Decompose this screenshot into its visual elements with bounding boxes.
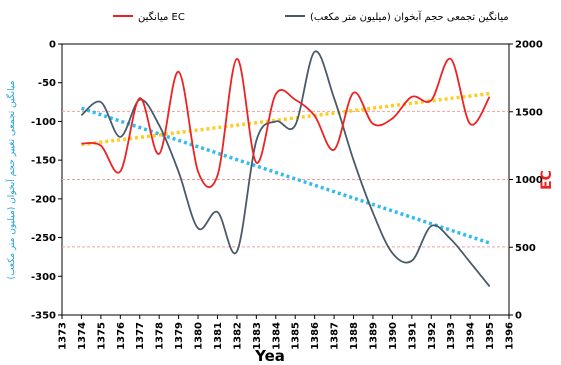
legend: میانگین EC میانگین تجمعی حجم آبخوان (میل… bbox=[113, 10, 509, 23]
x-tick-label: 1392 bbox=[427, 322, 438, 350]
x-tick-label: 1379 bbox=[174, 322, 185, 350]
x-tick-label: 1394 bbox=[466, 322, 477, 350]
x-tick-label: 1373 bbox=[58, 322, 69, 350]
y-left-tick-label: -250 bbox=[31, 233, 56, 244]
y-left-tick-label: -350 bbox=[31, 311, 56, 322]
y-right-tick-label: 1500 bbox=[515, 107, 543, 118]
x-tick-label: 1374 bbox=[77, 322, 88, 350]
legend-ec-label: میانگین EC bbox=[138, 11, 185, 23]
x-tick-label: 1378 bbox=[155, 322, 166, 350]
y-left-tick-label: -200 bbox=[31, 194, 56, 205]
y-axis-right: 2000 1500 1000 500 0 bbox=[509, 40, 543, 322]
x-tick-label: 1384 bbox=[271, 322, 282, 350]
trend-line bbox=[80, 106, 491, 245]
y-axis-right-title: EC bbox=[539, 170, 555, 190]
y-right-tick-label: 2000 bbox=[515, 40, 543, 51]
x-tick-label: 1395 bbox=[485, 322, 496, 350]
trend-lines bbox=[80, 91, 491, 245]
x-tick-label: 1393 bbox=[446, 322, 457, 350]
y-left-tick-label: -150 bbox=[31, 156, 56, 167]
y-right-tick-label: 1000 bbox=[515, 175, 543, 186]
series-line-ec bbox=[81, 57, 491, 188]
reference-lines bbox=[62, 110, 509, 248]
y-axis-left-title: میانگین تجمعی تغییر حجم آبخوان (میلیون م… bbox=[5, 80, 17, 279]
y-left-tick-label: 0 bbox=[49, 40, 56, 51]
x-axis: 1373 1374 1375 1376 1377 1378 1379 1380 1381 1382… bbox=[58, 315, 516, 350]
y-left-tick-label: -300 bbox=[31, 272, 56, 283]
y-left-tick-label: -100 bbox=[31, 117, 56, 128]
x-tick-label: 1376 bbox=[116, 322, 127, 350]
x-tick-label: 1375 bbox=[96, 322, 107, 350]
x-tick-label: 1382 bbox=[232, 322, 243, 350]
series-lines bbox=[80, 50, 491, 287]
x-tick-label: 1380 bbox=[194, 322, 205, 350]
y-right-tick-label: 500 bbox=[515, 243, 536, 254]
x-tick-label: 1381 bbox=[213, 322, 224, 350]
x-tick-label: 1386 bbox=[310, 322, 321, 350]
legend-aquifer-label: میانگین تجمعی حجم آبخوان (میلیون متر مکع… bbox=[310, 10, 509, 23]
y-axis-left: 0 -50 -100 -150 -200 -250 -300 -350 bbox=[31, 40, 62, 322]
x-axis-title: Yea bbox=[254, 347, 285, 365]
x-tick-label: 1389 bbox=[368, 322, 379, 350]
x-tick-label: 1383 bbox=[252, 322, 263, 350]
x-tick-label: 1385 bbox=[291, 322, 302, 350]
x-tick-label: 1396 bbox=[505, 322, 516, 350]
trend-line bbox=[81, 91, 490, 147]
x-tick-label: 1377 bbox=[135, 322, 146, 350]
x-tick-label: 1391 bbox=[407, 322, 418, 350]
x-tick-label: 1390 bbox=[388, 322, 399, 350]
y-left-tick-label: -50 bbox=[38, 78, 56, 89]
series-line-aquifer bbox=[80, 50, 491, 287]
x-tick-label: 1387 bbox=[330, 322, 341, 350]
y-right-tick-label: 0 bbox=[515, 311, 522, 322]
x-tick-label: 1388 bbox=[349, 322, 360, 350]
